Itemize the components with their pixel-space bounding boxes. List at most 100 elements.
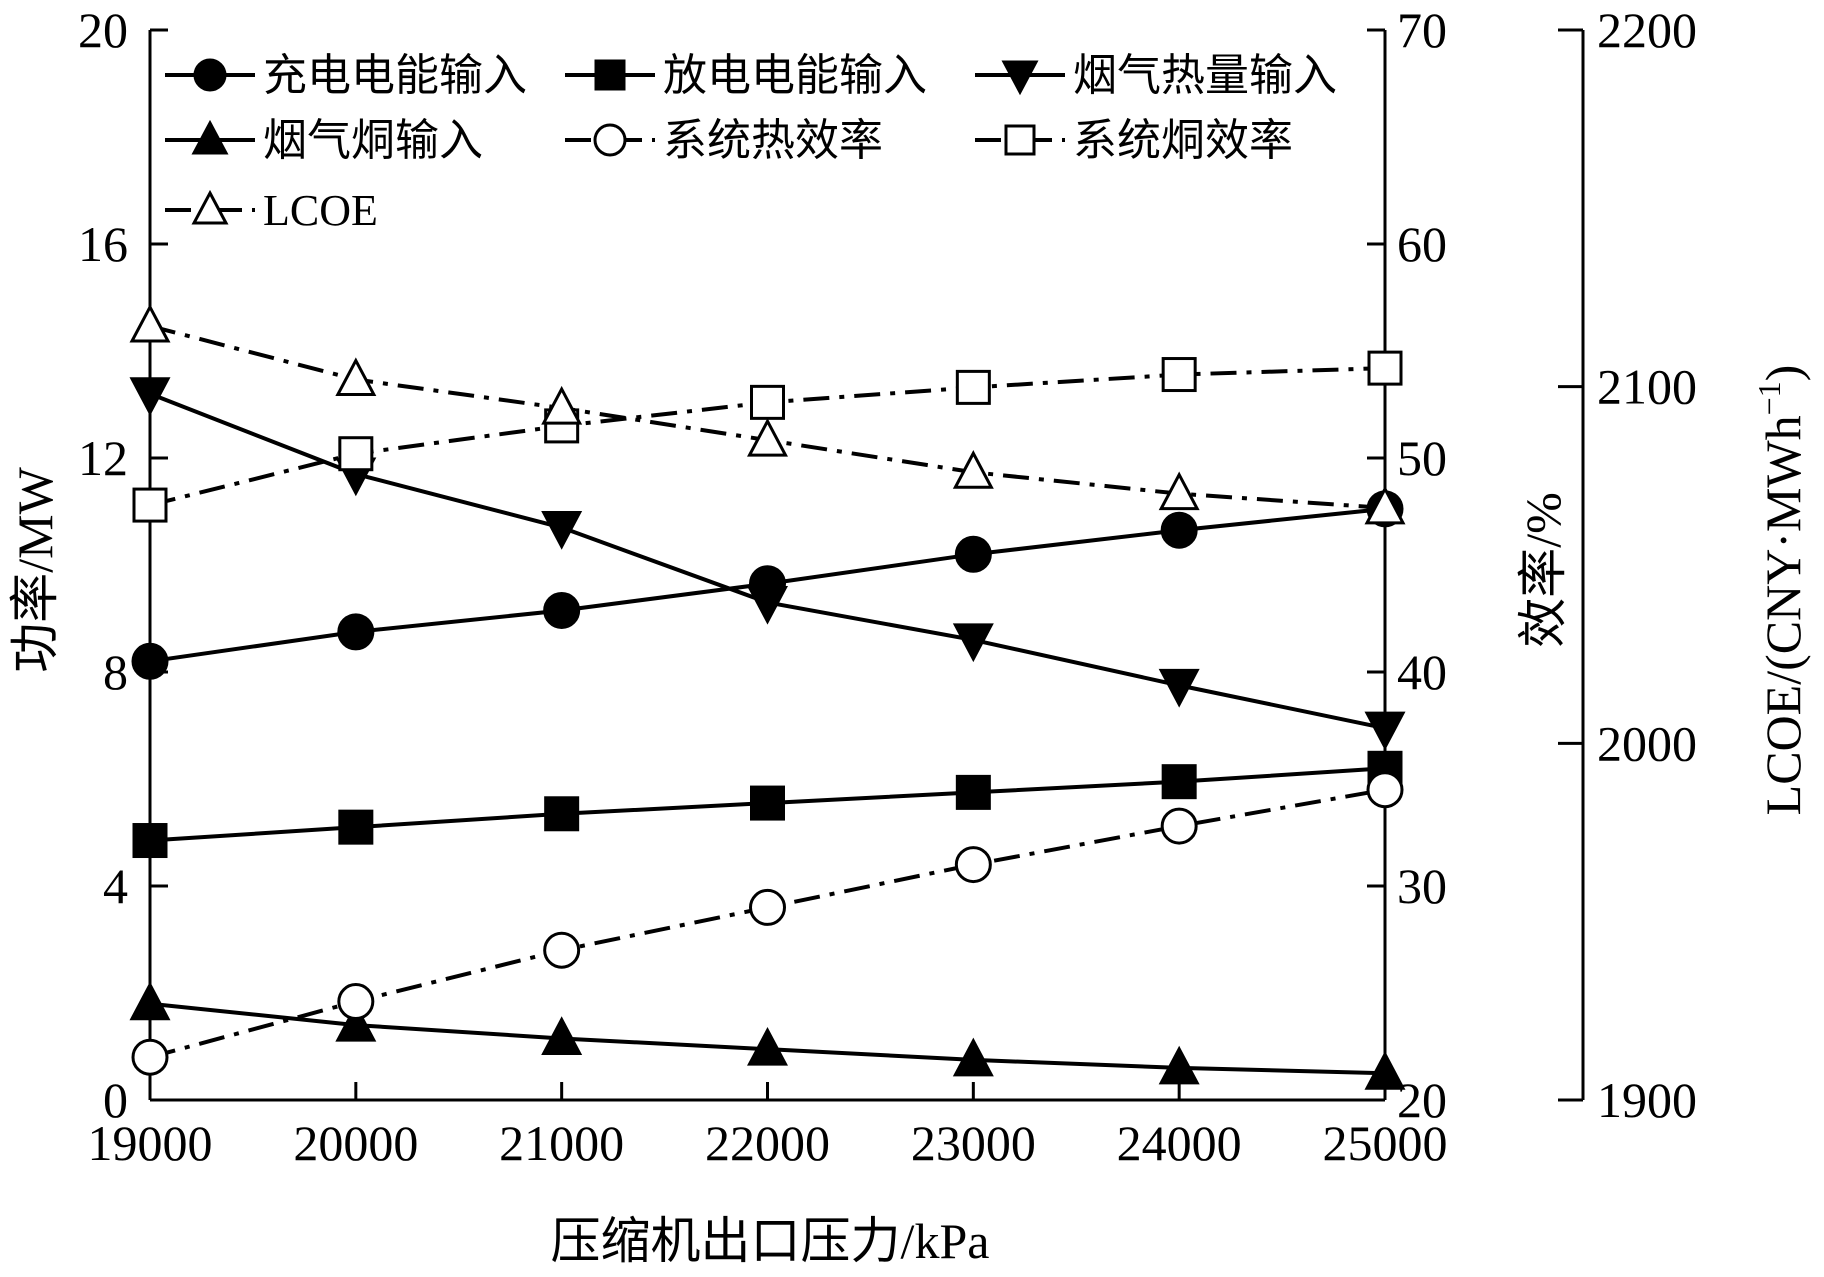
legend-item: 放电电能输入 [565,51,927,100]
x-tick-label: 20000 [293,1115,418,1171]
data-point [955,369,991,405]
series-7 [129,303,1406,525]
x-tick-label: 25000 [1323,1115,1448,1171]
data-point [131,642,169,680]
data-point [129,377,171,417]
data-point [1160,511,1198,549]
data-point [132,487,168,523]
x-tick-label: 19000 [88,1115,213,1171]
right-tick-label: 40 [1397,644,1447,700]
data-point [952,450,994,489]
series-2 [132,750,1403,859]
legend-marker [1004,124,1036,156]
right-tick-label: 70 [1397,2,1447,58]
series-3 [129,377,1406,751]
legend-item: 系统烔效率 [975,116,1293,165]
lcoe-axis-title-main: LCOE/(CNY·MWh [1755,415,1811,815]
data-point [750,384,785,420]
data-point [338,809,374,845]
left-tick-label: 16 [78,216,128,272]
series-layer [129,303,1406,1090]
series-5 [131,771,1404,1076]
right-axis-title: 效率/% [1515,492,1571,648]
legend-item: 烟气热量输入 [975,51,1337,100]
data-point [1364,1051,1406,1090]
data-point [952,1037,994,1077]
data-point [129,303,171,343]
x-tick-label: 22000 [705,1115,830,1171]
data-point [1367,350,1403,386]
data-point [541,511,583,550]
data-point [952,623,994,663]
legend-marker [193,58,227,92]
legend-label: 系统烔效率 [1073,116,1293,165]
legend-marker [594,59,626,91]
data-point [1364,485,1406,525]
x-axis-title: 压缩机出口压力/kPa [551,1213,990,1269]
data-point [132,823,168,859]
data-point [747,1026,788,1066]
data-point [750,785,785,821]
data-point [1158,471,1200,511]
data-point [129,981,171,1021]
data-point [1364,711,1406,751]
x-tick-label: 24000 [1117,1115,1242,1171]
left-tick-label: 8 [103,644,128,700]
data-point [749,888,786,926]
data-point [543,591,581,629]
data-point [338,436,374,472]
right-tick-label: 60 [1397,216,1447,272]
data-point [1158,668,1200,708]
legend-item: LCOE [165,186,378,235]
legend-item: 充电电能输入 [165,51,527,100]
lcoe-tick-label: 2200 [1597,2,1697,58]
data-point [1366,771,1404,809]
left-tick-label: 20 [78,2,128,58]
lcoe-axis-title: LCOE/(CNY·MWh−1) [1751,365,1811,816]
data-point [131,1038,169,1076]
lcoe-tick-label: 2100 [1597,359,1697,415]
data-point [1158,1045,1200,1085]
x-tick-label: 21000 [499,1115,624,1171]
series-6 [132,350,1403,523]
series-1 [131,490,1404,680]
legend-marker [1001,60,1039,96]
data-point [541,385,583,425]
left-tick-label: 12 [78,430,128,486]
axes: 19000 20000 21000 22000 23000 24000 25000 0 4 8 12… [78,2,1697,1171]
legend-item: 烟气烔输入 [165,116,483,165]
data-point [335,357,377,397]
legend-label: 充电电能输入 [263,51,527,100]
series-4 [129,981,1406,1090]
data-point [747,585,788,625]
data-point [335,1002,377,1042]
data-point [747,417,788,457]
data-point [337,983,375,1021]
left-tick-label: 4 [103,858,128,914]
data-point [1160,807,1198,845]
legend-item: 系统热效率 [565,116,883,165]
data-point [544,796,580,832]
legend-label: 系统热效率 [663,116,883,165]
right-tick-label: 20 [1397,1072,1447,1128]
legend-marker [191,119,229,155]
left-tick-label: 0 [103,1072,128,1128]
lcoe-axis-title-end: ) [1755,365,1811,382]
data-point [1161,357,1197,393]
right-tick-label: 30 [1397,858,1447,914]
legend-label: 烟气热量输入 [1073,51,1337,100]
data-point [954,535,992,573]
right-tick-label: 50 [1397,430,1447,486]
data-point [955,774,991,810]
legend-label: 放电电能输入 [663,51,927,100]
data-point [337,613,375,651]
data-point [541,1016,583,1055]
legend-label: LCOE [263,186,378,235]
lcoe-tick-label: 2000 [1597,715,1697,771]
left-axis-title: 功率/MW [7,466,63,672]
legend-label: 烟气烔输入 [263,116,483,165]
legend-marker [593,123,627,157]
lcoe-axis-title-sup: −1 [1751,381,1787,415]
